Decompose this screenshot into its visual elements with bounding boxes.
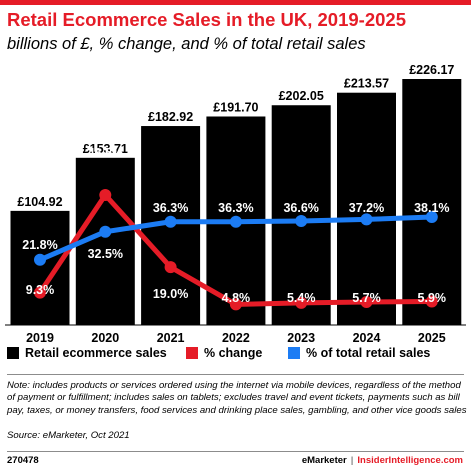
legend: Retail ecommerce sales % change % of tot… bbox=[0, 346, 471, 366]
change-point-2023 bbox=[295, 296, 308, 309]
bar-2025 bbox=[402, 79, 462, 325]
bar-2024 bbox=[337, 92, 396, 325]
legend-label-share: % of total retail sales bbox=[306, 346, 431, 360]
share-point-2023 bbox=[295, 214, 308, 227]
share-point-2025 bbox=[425, 211, 438, 224]
share-point-2019 bbox=[34, 253, 46, 266]
chart-id: 270478 bbox=[7, 455, 39, 466]
legend-swatch-sales bbox=[7, 347, 19, 359]
chart-title: Retail Ecommerce Sales in the UK, 2019-2… bbox=[7, 9, 406, 30]
share-label-2025: 38.1% bbox=[414, 201, 449, 215]
share-point-2021 bbox=[164, 215, 177, 228]
chart-area: £104.92 £153.71 £182.92 £191.70 £202.05 £213.… bbox=[5, 63, 466, 345]
change-label-2025: 5.9% bbox=[418, 291, 447, 305]
share-label-2023: 36.6% bbox=[283, 201, 318, 215]
share-label-2022: 36.3% bbox=[218, 201, 253, 215]
share-label-2019: 21.8% bbox=[22, 238, 57, 252]
legend-swatch-share bbox=[288, 347, 300, 359]
bar-value-label-2022: £191.70 bbox=[213, 100, 258, 114]
legend-item-change: % change bbox=[186, 346, 262, 360]
bar-value-label-2021: £182.92 bbox=[148, 110, 193, 124]
legend-item-sales: Retail ecommerce sales bbox=[7, 346, 167, 360]
legend-label-sales: Retail ecommerce sales bbox=[25, 346, 167, 360]
x-tick-label-2024: 2024 bbox=[353, 331, 381, 345]
change-label-2024: 5.7% bbox=[352, 291, 381, 305]
change-label-2019: 9.3% bbox=[26, 283, 55, 297]
brand-separator: | bbox=[350, 455, 354, 466]
change-point-2021 bbox=[164, 261, 177, 274]
brand-insider-intelligence: InsiderIntelligence.com bbox=[357, 455, 463, 466]
change-label-2023: 5.4% bbox=[287, 291, 316, 305]
share-label-2021: 36.3% bbox=[153, 201, 188, 215]
top-accent-bar bbox=[0, 0, 471, 5]
x-tick-label-2022: 2022 bbox=[222, 331, 250, 345]
bar-value-label-2025: £226.17 bbox=[409, 63, 454, 77]
change-point-2019 bbox=[34, 286, 46, 299]
x-tick-label-2020: 2020 bbox=[91, 331, 119, 345]
change-point-2024 bbox=[360, 296, 373, 309]
change-label-2022: 4.8% bbox=[222, 291, 251, 305]
brand-emarketer: eMarketer bbox=[301, 455, 347, 466]
x-tick-label-2021: 2021 bbox=[157, 331, 185, 345]
change-label-2020: 46.5% bbox=[88, 146, 123, 160]
share-point-2024 bbox=[360, 213, 373, 226]
change-point-2020 bbox=[99, 189, 112, 201]
source-line: Source: eMarketer, Oct 2021 bbox=[7, 430, 130, 441]
legend-item-share: % of total retail sales bbox=[288, 346, 430, 360]
legend-swatch-change bbox=[186, 347, 198, 359]
x-tick-label-2025: 2025 bbox=[418, 331, 446, 345]
bar-value-label-2020: £153.71 bbox=[83, 142, 128, 156]
bar-value-label-2024: £213.57 bbox=[344, 77, 389, 91]
share-point-2020 bbox=[99, 225, 112, 238]
x-tick-label-2023: 2023 bbox=[287, 331, 315, 345]
change-point-2025 bbox=[425, 295, 438, 308]
bar-value-label-2019: £104.92 bbox=[17, 195, 62, 209]
bar-value-label-2023: £202.05 bbox=[279, 89, 324, 103]
change-label-2021: 19.0% bbox=[153, 287, 188, 301]
legend-label-change: % change bbox=[204, 346, 263, 360]
bar-2019 bbox=[10, 210, 70, 325]
footnote: Note: includes products or services orde… bbox=[7, 380, 467, 416]
share-label-2024: 37.2% bbox=[349, 201, 384, 215]
divider-top bbox=[7, 374, 464, 375]
share-point-2022 bbox=[229, 215, 242, 228]
chart-subtitle: billions of £, % change, and % of total … bbox=[7, 35, 366, 53]
footer-brand: eMarketer | InsiderIntelligence.com bbox=[302, 455, 463, 466]
share-label-2020: 32.5% bbox=[88, 247, 123, 261]
change-point-2022 bbox=[229, 298, 242, 311]
divider-bottom bbox=[7, 451, 464, 452]
x-tick-label-2019: 2019 bbox=[26, 331, 54, 345]
